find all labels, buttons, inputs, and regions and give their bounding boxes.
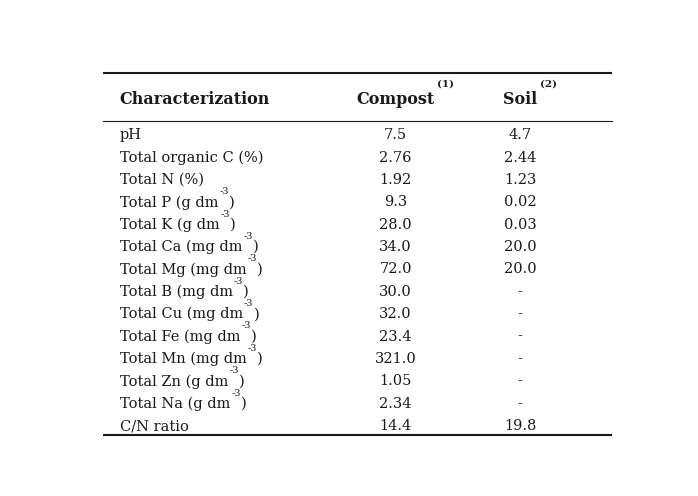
Text: 9.3: 9.3 bbox=[384, 195, 407, 209]
Text: ): ) bbox=[230, 218, 236, 232]
Text: 34.0: 34.0 bbox=[379, 240, 412, 254]
Text: -: - bbox=[518, 397, 522, 411]
Text: -3: -3 bbox=[229, 366, 239, 375]
Text: 1.23: 1.23 bbox=[504, 173, 536, 187]
Text: 7.5: 7.5 bbox=[384, 128, 407, 142]
Text: Compost: Compost bbox=[357, 91, 435, 108]
Text: Total Fe (mg dm: Total Fe (mg dm bbox=[120, 329, 240, 344]
Text: -: - bbox=[518, 329, 522, 344]
Text: C/N ratio: C/N ratio bbox=[120, 419, 188, 433]
Text: -3: -3 bbox=[231, 388, 241, 398]
Text: 1.92: 1.92 bbox=[380, 173, 412, 187]
Text: Total K (g dm: Total K (g dm bbox=[120, 218, 219, 232]
Text: -3: -3 bbox=[248, 344, 257, 353]
Text: 0.02: 0.02 bbox=[504, 195, 536, 209]
Text: 32.0: 32.0 bbox=[379, 307, 412, 321]
Text: (1): (1) bbox=[438, 80, 454, 89]
Text: 1.05: 1.05 bbox=[380, 374, 412, 388]
Text: Total Mg (mg dm: Total Mg (mg dm bbox=[120, 262, 246, 277]
Text: ): ) bbox=[257, 352, 263, 366]
Text: 14.4: 14.4 bbox=[380, 419, 412, 433]
Text: -: - bbox=[518, 374, 522, 388]
Text: 20.0: 20.0 bbox=[504, 240, 536, 254]
Text: ): ) bbox=[241, 397, 246, 411]
Text: Characterization: Characterization bbox=[120, 91, 270, 108]
Text: 0.03: 0.03 bbox=[504, 218, 536, 232]
Text: Total P (g dm: Total P (g dm bbox=[120, 195, 218, 210]
Text: 321.0: 321.0 bbox=[375, 352, 417, 366]
Text: 2.34: 2.34 bbox=[379, 397, 412, 411]
Text: ): ) bbox=[239, 374, 244, 388]
Text: -3: -3 bbox=[221, 210, 230, 219]
Text: 20.0: 20.0 bbox=[504, 262, 536, 276]
Text: Total Na (g dm: Total Na (g dm bbox=[120, 396, 230, 411]
Text: 28.0: 28.0 bbox=[379, 218, 412, 232]
Text: Total N (%): Total N (%) bbox=[120, 173, 204, 187]
Text: 23.4: 23.4 bbox=[379, 329, 412, 344]
Text: -: - bbox=[518, 285, 522, 299]
Text: pH: pH bbox=[120, 128, 142, 142]
Text: 30.0: 30.0 bbox=[379, 285, 412, 299]
Text: 2.76: 2.76 bbox=[379, 151, 412, 165]
Text: (2): (2) bbox=[540, 80, 557, 89]
Text: -3: -3 bbox=[244, 232, 253, 241]
Text: 2.44: 2.44 bbox=[504, 151, 536, 165]
Text: -3: -3 bbox=[219, 187, 229, 196]
Text: 19.8: 19.8 bbox=[504, 419, 536, 433]
Text: ): ) bbox=[229, 195, 235, 209]
Text: Total Cu (mg dm: Total Cu (mg dm bbox=[120, 307, 243, 321]
Text: -3: -3 bbox=[234, 277, 244, 286]
Text: ): ) bbox=[253, 307, 259, 321]
Text: -3: -3 bbox=[242, 321, 251, 330]
Text: -: - bbox=[518, 352, 522, 366]
Text: ): ) bbox=[253, 240, 258, 254]
Text: 4.7: 4.7 bbox=[508, 128, 532, 142]
Text: -3: -3 bbox=[248, 254, 257, 263]
Text: Total Zn (g dm: Total Zn (g dm bbox=[120, 374, 228, 388]
Text: -: - bbox=[518, 307, 522, 321]
Text: Total B (mg dm: Total B (mg dm bbox=[120, 285, 233, 299]
Text: ): ) bbox=[257, 262, 262, 276]
Text: Soil: Soil bbox=[503, 91, 537, 108]
Text: Total Mn (mg dm: Total Mn (mg dm bbox=[120, 352, 246, 366]
Text: ): ) bbox=[244, 285, 249, 299]
Text: Total organic C (%): Total organic C (%) bbox=[120, 150, 263, 165]
Text: 72.0: 72.0 bbox=[379, 262, 412, 276]
Text: Total Ca (mg dm: Total Ca (mg dm bbox=[120, 240, 242, 254]
Text: -3: -3 bbox=[244, 299, 253, 308]
Text: ): ) bbox=[251, 329, 257, 344]
